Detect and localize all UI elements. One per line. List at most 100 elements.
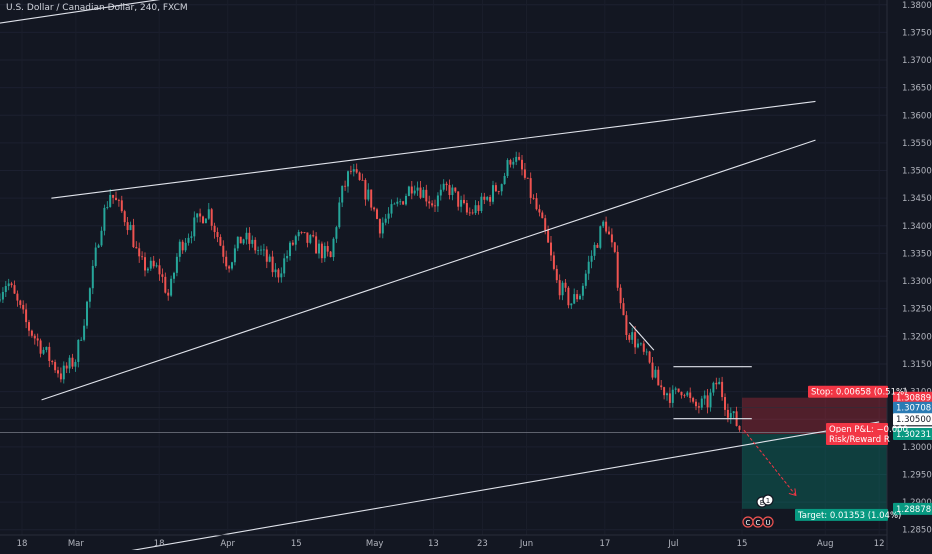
candle (135, 241, 138, 249)
candle (320, 241, 323, 263)
candle (91, 260, 94, 295)
candle-body (471, 212, 474, 214)
candle-body (587, 261, 590, 274)
pnl-label-text: Open P&L: −0.000 (829, 425, 908, 435)
candle-body (376, 209, 378, 219)
candle (431, 200, 434, 208)
target-label[interactable]: Target: 0.01353 (1.04%) (795, 508, 901, 521)
candle-body (454, 187, 457, 192)
candle (387, 207, 390, 224)
candle (57, 366, 59, 378)
candle (48, 342, 51, 368)
candle-body (660, 385, 663, 388)
candle (344, 180, 347, 191)
candle (567, 286, 570, 309)
candle (16, 290, 19, 307)
candle-body (126, 222, 129, 231)
candle (602, 220, 605, 229)
top-left-line[interactable] (0, 0, 218, 24)
candle-body (257, 250, 260, 252)
candle (109, 189, 112, 208)
price-tick-label: 1.37000 (902, 56, 932, 66)
event-badge[interactable]: C (752, 516, 764, 528)
candle-body (228, 266, 231, 269)
candle (100, 226, 103, 247)
candle (158, 258, 161, 281)
candle (4, 281, 7, 297)
candle (291, 240, 294, 246)
candle-body (323, 246, 326, 259)
candle (341, 185, 344, 208)
candle-body (236, 236, 239, 249)
price-tag: 1.28878 (893, 502, 932, 515)
time-tick-label: 12 (874, 539, 885, 549)
upper-channel-line[interactable] (51, 100, 816, 199)
candle-body (468, 212, 471, 214)
time-tick-label: 15 (291, 539, 302, 549)
price-tick-label: 1.34000 (902, 222, 932, 232)
candle (277, 267, 280, 283)
candle (503, 172, 506, 185)
candle (463, 194, 465, 205)
candle-body (602, 221, 605, 227)
candle (407, 185, 410, 197)
candle (326, 241, 329, 257)
candle-body (88, 288, 91, 302)
event-badge[interactable]: U (762, 516, 774, 528)
candle-body (231, 262, 233, 269)
candle (416, 181, 419, 196)
candle (123, 209, 126, 226)
flag-line[interactable] (628, 322, 655, 351)
candle-body (329, 251, 332, 258)
candle-body (645, 351, 648, 353)
pnl-label[interactable]: Open P&L: −0.000 (826, 423, 908, 436)
stop-label[interactable]: Stop: 0.00658 (0.51%) (808, 385, 907, 398)
candle (405, 193, 407, 206)
candle-body (239, 236, 242, 244)
candle (515, 151, 518, 166)
candle (83, 319, 86, 342)
candle (570, 303, 573, 309)
candle (115, 191, 117, 201)
candle (445, 181, 448, 191)
candle-body (207, 209, 210, 219)
candle-body (358, 172, 361, 180)
candle-body (532, 197, 535, 199)
candle-body (616, 251, 619, 288)
candle (323, 242, 326, 263)
candle-body (74, 361, 77, 367)
candle (448, 179, 451, 200)
candle (547, 225, 550, 243)
candle-body (91, 265, 94, 289)
candle-body (419, 187, 422, 198)
candle (358, 171, 361, 181)
candle-body (149, 260, 152, 269)
candle-body (393, 203, 396, 205)
candle (36, 333, 39, 347)
rr-label[interactable]: Risk/Reward R (826, 433, 890, 446)
candle-body (497, 191, 500, 192)
event-badge-circle (762, 516, 774, 528)
price-tick-label: 1.36000 (902, 111, 932, 121)
event-badge[interactable]: 1 (762, 494, 774, 506)
projection-arrow[interactable] (743, 429, 797, 496)
event-badge[interactable]: C (742, 516, 754, 528)
long-term-support-line[interactable] (76, 421, 880, 554)
candle-body (709, 392, 712, 408)
candle (541, 210, 544, 219)
candle (68, 355, 71, 374)
candle-body (567, 287, 570, 306)
lower-channel-line[interactable] (41, 139, 816, 401)
candle (30, 329, 33, 338)
candle (622, 297, 625, 316)
candle (207, 202, 210, 220)
candle-body (367, 189, 370, 200)
candle (257, 246, 260, 256)
rr-label-bg (826, 433, 888, 446)
candle (492, 180, 494, 205)
candle (471, 209, 474, 215)
candle (94, 242, 97, 268)
candle (329, 250, 332, 258)
